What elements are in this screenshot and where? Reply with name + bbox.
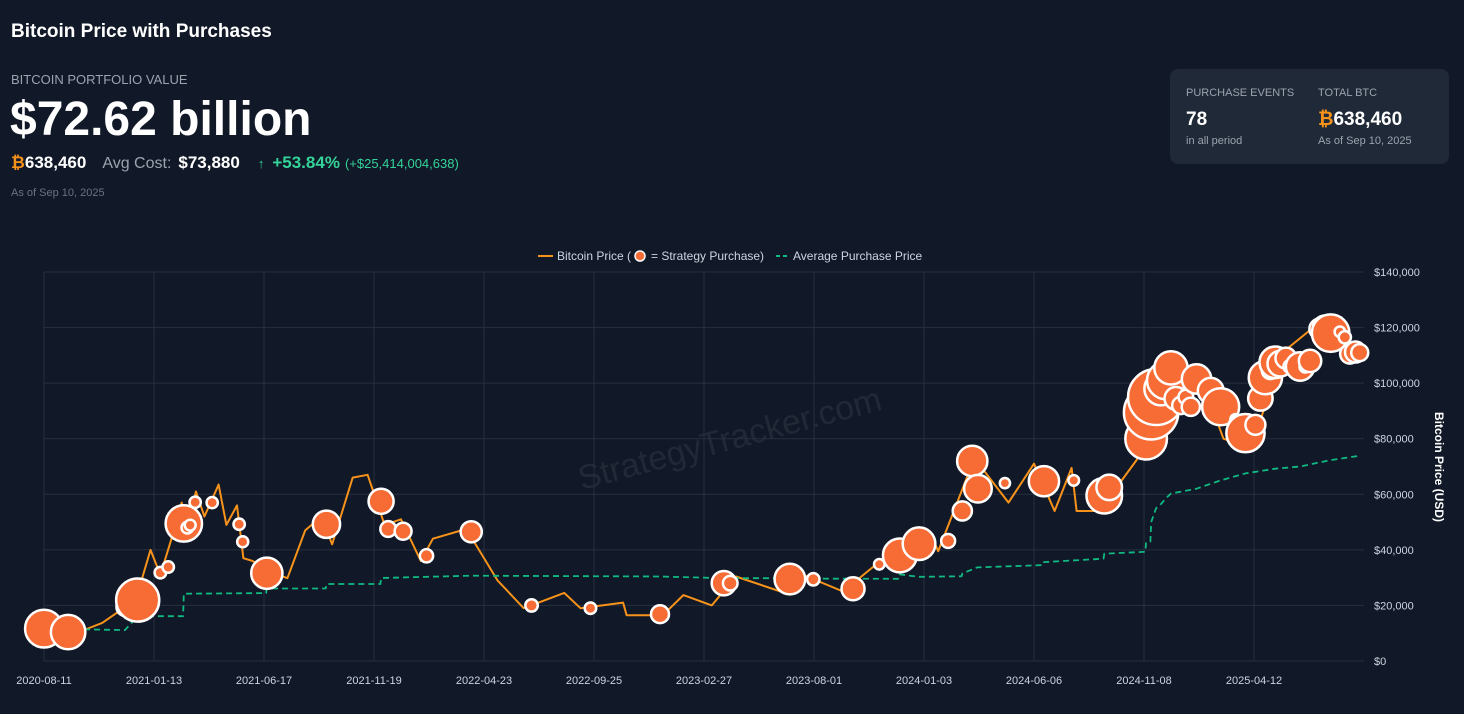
purchase-bubble [840, 575, 866, 602]
y-tick-label: $100,000 [1374, 378, 1420, 390]
purchase-bubble [524, 597, 540, 613]
purchase-bubble [962, 473, 993, 504]
purchase-bubble [805, 571, 821, 587]
purchase-bubble [161, 560, 176, 575]
change-usd: (+$25,414,004,638) [344, 156, 459, 171]
stat-label: PURCHASE EVENTS [1186, 87, 1295, 99]
change-arrow: ↑ [257, 156, 265, 171]
y-axis-title: Bitcoin Price (USD) [1432, 412, 1446, 522]
stats-card: PURCHASE EVENTS 78 in all period TOTAL B… [1170, 69, 1449, 164]
avg-cost-label: Avg Cost: [102, 155, 172, 172]
purchase-bubble [49, 613, 87, 651]
legend-label: Average Purchase Price [793, 249, 923, 263]
x-tick-label: 2021-06-17 [236, 675, 292, 687]
x-tick-label: 2022-04-23 [456, 675, 512, 687]
purchase-bubble [955, 444, 989, 478]
purchase-bubble [1349, 342, 1370, 363]
y-tick-label: $20,000 [1374, 600, 1414, 612]
purchase-bubble [183, 518, 197, 532]
purchase-bubble [418, 547, 435, 564]
y-tick-label: $120,000 [1374, 323, 1420, 335]
stat-value: 78 [1186, 109, 1208, 130]
purchase-bubble [393, 521, 413, 541]
x-tick-label: 2021-11-19 [346, 675, 401, 687]
legend-label: Bitcoin Price ( [557, 249, 631, 263]
purchase-bubble [773, 562, 807, 596]
purchase-bubble [649, 603, 671, 625]
x-tick-label: 2024-01-03 [896, 675, 952, 687]
purchase-bubble [1180, 396, 1202, 418]
purchase-bubble [721, 574, 739, 592]
legend-label: = Strategy Purchase) [651, 249, 764, 263]
stat-note: As of Sep 10, 2025 [1318, 135, 1412, 147]
purchase-bubble [901, 526, 937, 562]
purchase-bubble [235, 534, 250, 549]
purchase-bubble [1337, 329, 1353, 345]
x-tick-label: 2024-11-08 [1116, 675, 1171, 687]
purchase-bubble [249, 556, 284, 591]
purchase-bubble [367, 487, 395, 516]
purchase-bubble [114, 577, 161, 623]
x-tick-label: 2023-08-01 [786, 675, 842, 687]
purchase-bubble [1027, 464, 1061, 498]
portfolio-label: BITCOIN PORTFOLIO VALUE [11, 72, 188, 87]
y-tick-label: $140,000 [1374, 267, 1420, 279]
y-tick-label: $40,000 [1374, 545, 1414, 557]
x-tick-label: 2024-06-06 [1006, 675, 1062, 687]
stat-value: ₿638,460 [1318, 109, 1402, 131]
purchase-bubble [1200, 386, 1241, 427]
y-tick-label: $60,000 [1374, 489, 1414, 501]
change-pct: +53.84% [272, 153, 340, 172]
purchase-bubble [951, 500, 974, 522]
purchase-bubble [1067, 473, 1081, 487]
legend-swatch [634, 250, 646, 262]
purchase-bubble [1095, 473, 1124, 502]
purchase-bubble [1244, 413, 1267, 437]
x-tick-label: 2021-01-13 [126, 675, 182, 687]
purchase-bubble [311, 509, 342, 540]
purchase-bubble [998, 476, 1012, 490]
y-tick-label: $80,000 [1374, 434, 1414, 446]
x-tick-label: 2023-02-27 [676, 675, 732, 687]
as-of: As of Sep 10, 2025 [11, 187, 105, 199]
purchase-bubble [1297, 348, 1323, 374]
stat-note: in all period [1186, 135, 1243, 147]
average-line [43, 454, 1362, 631]
title: Bitcoin Price with Purchases [11, 21, 272, 42]
purchase-bubble [459, 519, 484, 544]
x-tick-label: 2020-08-11 [16, 675, 71, 687]
purchase-bubble [188, 495, 203, 510]
portfolio-value: $72.62 billion [10, 93, 312, 146]
btc-amount: 638,460 [24, 153, 87, 172]
avg-cost: $73,880 [178, 153, 240, 172]
purchase-bubble [939, 532, 957, 550]
btc-symbol: ₿ [11, 153, 25, 172]
btc-amount: 638,460 [1333, 109, 1403, 130]
btc-symbol: ₿ [1318, 109, 1334, 130]
purchase-bubble [205, 495, 220, 510]
summary-row: ₿ 638,460 Avg Cost: $73,880 ↑ +53.84% (+… [11, 153, 459, 173]
y-tick-label: $0 [1374, 656, 1386, 668]
x-tick-label: 2022-09-25 [566, 675, 622, 687]
purchase-bubble [232, 517, 247, 532]
x-tick-label: 2025-04-12 [1226, 675, 1282, 687]
purchase-bubble [583, 601, 598, 616]
stat-label: TOTAL BTC [1318, 87, 1378, 99]
